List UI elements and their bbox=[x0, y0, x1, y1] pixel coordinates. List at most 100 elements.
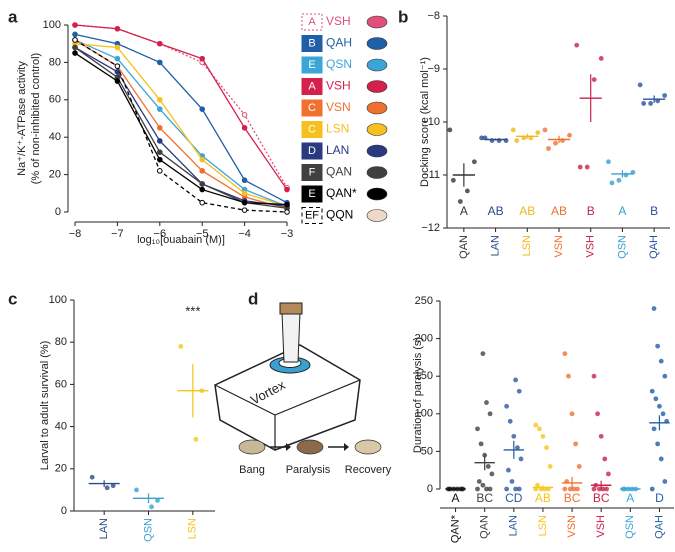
data-point bbox=[655, 441, 661, 447]
legend-icon bbox=[366, 101, 388, 115]
group-letter: B bbox=[650, 204, 658, 218]
data-point bbox=[475, 486, 480, 492]
data-point bbox=[72, 50, 78, 56]
y-tick-label: 100 bbox=[49, 294, 67, 306]
x-tick-label: QSN bbox=[142, 518, 154, 542]
legend-label: VSN bbox=[326, 100, 351, 114]
data-point bbox=[447, 127, 453, 133]
data-point bbox=[241, 177, 248, 184]
data-point bbox=[178, 344, 184, 349]
data-point bbox=[199, 186, 205, 193]
data-point bbox=[509, 479, 515, 484]
y-tick-label: 50 bbox=[421, 445, 433, 457]
panel-label: c bbox=[8, 289, 17, 308]
group-letter: BC bbox=[476, 491, 493, 505]
data-point bbox=[606, 159, 611, 165]
x-tick-label: LAN bbox=[508, 515, 520, 536]
data-point bbox=[157, 106, 163, 112]
significance-label: *** bbox=[185, 303, 200, 318]
x-tick-label: QAN bbox=[458, 235, 470, 259]
y-tick-label: 0 bbox=[427, 483, 433, 495]
legend-box-label: A bbox=[308, 80, 316, 92]
data-point bbox=[544, 445, 549, 451]
y-tick-label: 150 bbox=[415, 370, 433, 382]
vortex-illustration: Vortex Bang Paralysis Recovery d bbox=[214, 289, 392, 476]
data-point bbox=[591, 486, 597, 492]
data-point bbox=[284, 186, 290, 193]
group-letter: CD bbox=[505, 491, 523, 505]
legend-box bbox=[301, 142, 323, 160]
data-point bbox=[510, 127, 516, 133]
x-tick-label: QSN bbox=[616, 235, 628, 259]
data-point bbox=[662, 93, 668, 98]
data-point bbox=[157, 59, 163, 66]
legend-icon bbox=[366, 209, 388, 222]
data-point bbox=[72, 22, 78, 28]
legend-label: LSN bbox=[326, 122, 349, 136]
y-tick-label: 100 bbox=[415, 408, 433, 420]
data-point bbox=[605, 471, 611, 477]
group-letter: A bbox=[460, 204, 468, 218]
data-point bbox=[641, 101, 647, 106]
data-point bbox=[199, 181, 205, 187]
data-point bbox=[155, 498, 160, 503]
step-label: Recovery bbox=[345, 464, 392, 476]
legend-label: LAN bbox=[326, 143, 349, 157]
data-point bbox=[514, 138, 520, 143]
data-point bbox=[504, 486, 510, 492]
data-point bbox=[134, 487, 139, 493]
data-point bbox=[484, 400, 489, 405]
y-tick-label: −8 bbox=[427, 10, 440, 22]
data-point bbox=[489, 471, 495, 477]
data-point bbox=[575, 486, 580, 492]
y-axis-label: Larval to adult survival (%) bbox=[39, 341, 51, 471]
data-point bbox=[574, 42, 580, 48]
data-point bbox=[591, 77, 597, 82]
y-axis-label: Docking score (kcal mol⁻¹) bbox=[419, 57, 431, 187]
data-point bbox=[567, 486, 573, 492]
legend-box-label: C bbox=[308, 123, 316, 135]
curve bbox=[74, 24, 288, 190]
data-point bbox=[149, 504, 154, 510]
legend-box bbox=[301, 185, 323, 203]
legend-box-label: E bbox=[308, 59, 315, 71]
group-letter: AB bbox=[535, 491, 551, 505]
legend-icon bbox=[366, 144, 388, 158]
data-point bbox=[616, 177, 622, 183]
legend-box-label: D bbox=[308, 145, 316, 157]
legend-box bbox=[301, 35, 323, 52]
data-point bbox=[535, 482, 540, 488]
group-letter: B bbox=[587, 204, 595, 218]
legend-box bbox=[301, 207, 323, 224]
data-point bbox=[595, 411, 600, 417]
data-point bbox=[89, 474, 95, 480]
legend-icon bbox=[366, 58, 388, 72]
y-tick-label: −11 bbox=[422, 169, 440, 181]
x-tick-label: −4 bbox=[238, 228, 251, 240]
data-point bbox=[598, 56, 604, 61]
data-point bbox=[637, 82, 643, 88]
data-point bbox=[479, 135, 484, 141]
data-point bbox=[516, 388, 522, 394]
curve bbox=[74, 43, 288, 208]
data-point bbox=[157, 149, 163, 155]
x-tick-label: −5 bbox=[196, 228, 209, 240]
legend-label: QAN* bbox=[326, 186, 357, 200]
data-point bbox=[193, 436, 199, 442]
data-point bbox=[598, 433, 604, 439]
data-point bbox=[535, 130, 541, 136]
step-label: Bang bbox=[239, 464, 265, 476]
x-tick-label: QAN bbox=[479, 515, 491, 539]
data-point bbox=[157, 125, 163, 131]
legend-box bbox=[301, 13, 323, 31]
data-point bbox=[480, 351, 486, 357]
data-point bbox=[284, 201, 290, 208]
data-point bbox=[566, 373, 571, 379]
data-point bbox=[660, 411, 666, 417]
data-point bbox=[518, 456, 524, 462]
y-tick-label: −12 bbox=[421, 222, 440, 234]
x-tick-label: QAH bbox=[653, 515, 665, 539]
legend-box-label: E bbox=[308, 188, 315, 200]
data-point bbox=[157, 97, 163, 103]
data-point bbox=[114, 55, 121, 62]
